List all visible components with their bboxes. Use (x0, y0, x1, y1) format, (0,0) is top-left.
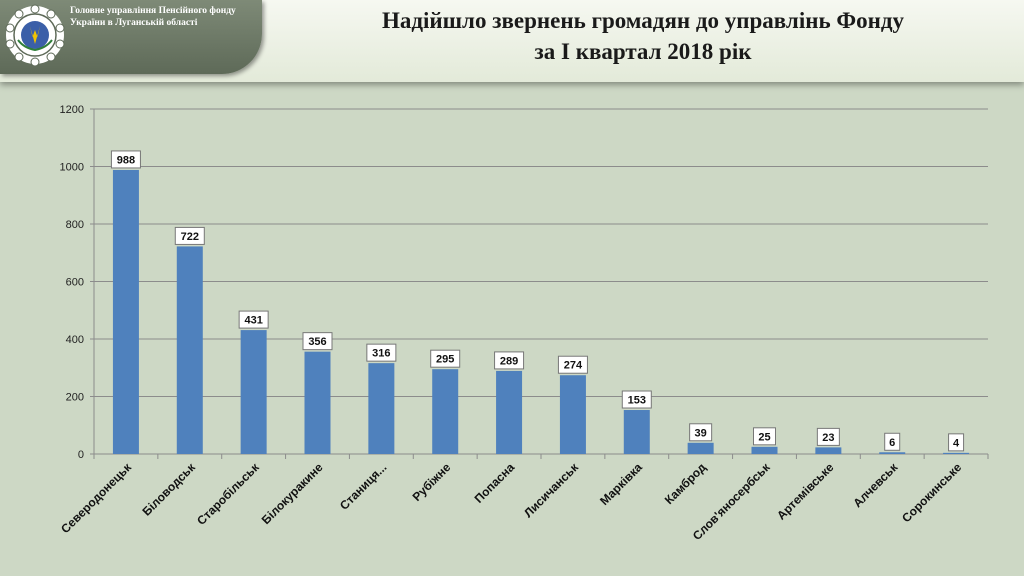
data-label-box (302, 332, 333, 351)
y-tick-label: 1200 (60, 104, 84, 116)
data-label: 988 (110, 150, 141, 169)
y-tick-label: 1000 (60, 162, 84, 174)
data-label: 4 (948, 433, 965, 452)
x-tick-label: Северодонецьк (58, 460, 135, 537)
bar (559, 375, 586, 454)
data-label: 39 (689, 423, 713, 442)
bar (943, 452, 970, 454)
bar (751, 446, 778, 454)
bar (496, 370, 523, 454)
x-tick-label: Біловодськ (139, 460, 198, 519)
bar (368, 363, 395, 454)
bar (176, 246, 203, 454)
gridlines (94, 108, 988, 397)
data-label-text: 25 (758, 431, 770, 443)
data-label: 431 (238, 310, 269, 329)
chart-subtitle: за І квартал 2018 рік (534, 39, 752, 64)
pension-fund-emblem-icon (5, 4, 65, 66)
data-label-box (621, 390, 652, 409)
data-label-text: 4 (953, 437, 960, 449)
data-label: 25 (753, 427, 776, 446)
header: Головне управління Пенсійного фонду Укра… (0, 0, 1024, 82)
x-tick-label: Камброд (662, 460, 709, 507)
data-label-text: 289 (500, 355, 518, 367)
bar (432, 369, 459, 454)
data-label-box (689, 423, 713, 442)
data-label-text: 356 (308, 336, 326, 348)
data-label-box (884, 432, 901, 451)
data-label-box (494, 351, 525, 370)
data-label-text: 722 (181, 231, 199, 243)
data-label-text: 23 (822, 432, 834, 444)
bar (304, 351, 331, 454)
y-tick-label: 600 (66, 277, 84, 289)
x-tick-label: Білокуракине (259, 460, 326, 527)
data-label-box (753, 427, 776, 446)
y-axis: 0 200 400 600 800 1000 1200 (60, 104, 95, 461)
bar (879, 452, 906, 454)
x-tick-label: Старобільськ (194, 460, 262, 528)
organization-name: Головне управління Пенсійного фонду Укра… (70, 6, 236, 28)
bar (623, 410, 650, 454)
bar (112, 169, 139, 454)
data-label-box (366, 343, 397, 362)
x-tick-label: Попасна (472, 460, 518, 506)
x-tick-label: Рубіжне (410, 460, 454, 504)
data-label-text: 316 (372, 348, 390, 360)
bar (815, 447, 842, 454)
data-label: 356 (302, 332, 333, 351)
data-label-text: 274 (564, 360, 583, 372)
logo-panel: Головне управління Пенсійного фонду Укра… (0, 0, 262, 74)
bars (112, 169, 970, 454)
data-label-text: 295 (436, 354, 454, 366)
y-tick-label: 800 (66, 219, 84, 231)
data-label-box (948, 433, 965, 452)
y-tick-label: 0 (78, 449, 84, 461)
data-label-box (238, 310, 269, 329)
y-tick-label: 400 (66, 334, 84, 346)
data-label-box (816, 427, 840, 446)
bar-chart: 0 200 400 600 800 1000 1200 Северодонецьк Білов… (58, 104, 989, 543)
data-label-text: 431 (244, 315, 262, 327)
data-labels: 988 722 431 356 316 295 289 274 153 39 25 23 6 4 (110, 150, 965, 452)
x-tick-label: Лисичанськ (521, 460, 582, 521)
data-label: 6 (884, 432, 901, 451)
x-axis: Северодонецьк БіловодськСтаробільськБілок… (58, 453, 989, 543)
data-label-box (110, 150, 141, 169)
data-label-text: 988 (117, 154, 135, 166)
x-tick-label: Станиця... (337, 460, 389, 512)
data-label: 274 (557, 355, 588, 374)
x-tick-label: Марківка (597, 460, 645, 508)
data-label: 722 (174, 226, 205, 245)
bar (687, 442, 714, 454)
data-label-box (557, 355, 588, 374)
data-label: 316 (366, 343, 397, 362)
data-label-box (174, 226, 205, 245)
bar (240, 330, 267, 454)
data-label: 295 (430, 349, 461, 368)
data-label-text: 39 (695, 427, 707, 439)
data-label: 289 (494, 351, 525, 370)
data-label-text: 6 (889, 437, 895, 449)
y-tick-label: 200 (66, 392, 84, 404)
data-label-text: 153 (628, 395, 646, 407)
data-label: 153 (621, 390, 652, 409)
chart-title: Надійшло звернень громадян до управлінь … (381, 8, 905, 33)
x-tick-label: Артемівське (774, 460, 837, 523)
x-tick-label: Алчевськ (850, 460, 901, 511)
x-tick-label: Сорокинське (899, 460, 964, 525)
data-label-box (430, 349, 461, 368)
data-label: 23 (816, 427, 840, 446)
